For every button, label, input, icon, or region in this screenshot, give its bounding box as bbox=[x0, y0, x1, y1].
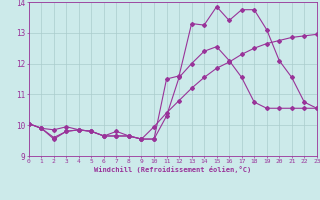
X-axis label: Windchill (Refroidissement éolien,°C): Windchill (Refroidissement éolien,°C) bbox=[94, 166, 252, 173]
